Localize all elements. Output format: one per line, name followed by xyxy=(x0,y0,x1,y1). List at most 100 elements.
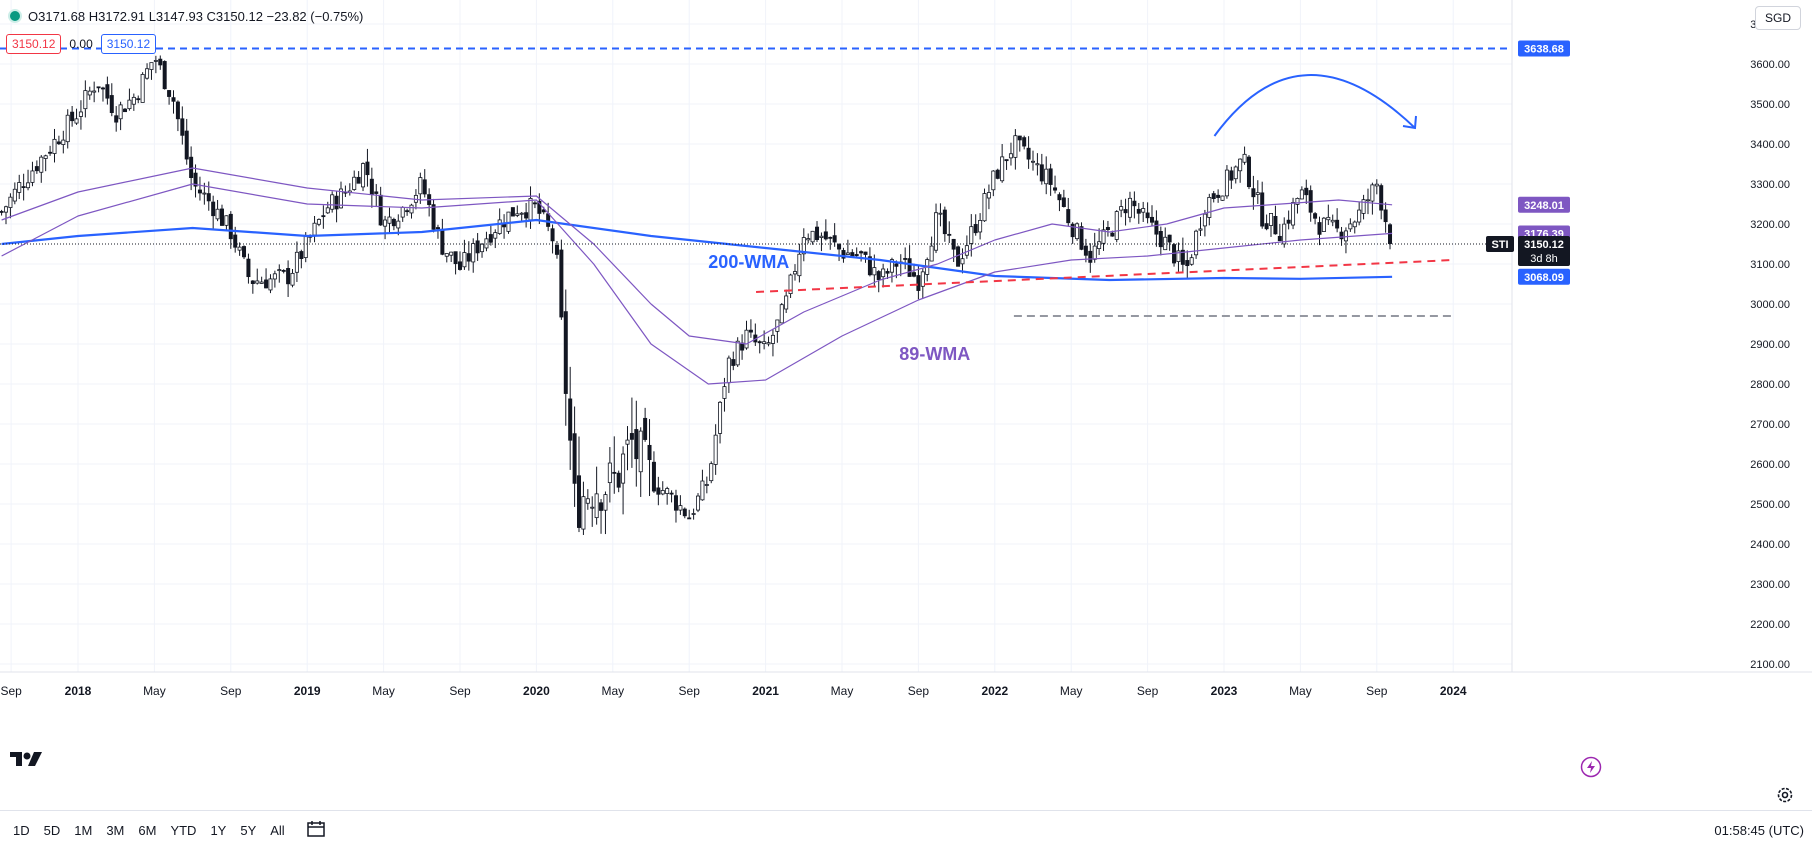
candle-body xyxy=(237,246,242,251)
candle-body xyxy=(973,224,978,234)
range-button-all[interactable]: All xyxy=(270,823,285,838)
candle-body xyxy=(537,200,542,214)
candle-body xyxy=(1317,222,1322,235)
candle-body xyxy=(123,108,128,113)
candle-body xyxy=(982,193,987,222)
candle-body xyxy=(859,251,864,254)
candle-body xyxy=(867,256,872,276)
range-button-1y[interactable]: 1Y xyxy=(210,823,227,838)
candle-body xyxy=(594,493,599,519)
price-axis-label: 3068.09 xyxy=(1518,268,1570,285)
price-label-bg xyxy=(1518,40,1570,57)
candle-body xyxy=(907,258,912,277)
range-button-6m[interactable]: 6M xyxy=(138,823,157,838)
ask-price-chip[interactable]: 3150.12 xyxy=(100,34,157,54)
y-tick-label: 2500.00 xyxy=(1750,499,1790,511)
candle-body xyxy=(39,156,44,173)
candle-body xyxy=(303,236,308,259)
price-label-text: 3638.68 xyxy=(1524,44,1564,56)
candle-body xyxy=(656,487,661,495)
range-button-1d[interactable]: 1D xyxy=(13,823,30,838)
candle-body xyxy=(457,261,462,270)
go-to-date-calendar-icon[interactable] xyxy=(306,820,326,841)
range-button-3m[interactable]: 3M xyxy=(106,823,125,838)
candle-body xyxy=(374,191,379,194)
candle-body xyxy=(1260,192,1265,227)
x-tick-label: Sep xyxy=(449,684,471,698)
candle-body xyxy=(255,280,260,284)
candle-body xyxy=(400,207,405,218)
range-button-ytd[interactable]: YTD xyxy=(170,823,197,838)
x-tick-label: Sep xyxy=(0,684,22,698)
candle-body xyxy=(634,429,639,460)
x-tick-label: May xyxy=(143,684,166,698)
candle-body xyxy=(78,111,83,117)
candle-body xyxy=(1229,170,1234,181)
candle-body xyxy=(744,329,749,349)
candle-body xyxy=(1017,135,1022,141)
candle-body xyxy=(1180,249,1185,265)
y-tick-label: 3100.00 xyxy=(1750,259,1790,271)
x-tick-label: Sep xyxy=(1137,684,1159,698)
candle-body xyxy=(484,238,489,249)
candle-body xyxy=(87,90,92,96)
candle-body xyxy=(1083,245,1088,256)
candle-body xyxy=(1343,230,1348,242)
candle-body xyxy=(43,155,48,159)
candle-body xyxy=(956,246,961,267)
candle-body xyxy=(1220,195,1225,201)
candle-body xyxy=(140,74,145,103)
y-tick-label: 3200.00 xyxy=(1750,219,1790,231)
annotation-89-wma[interactable]: 89-WMA xyxy=(899,344,970,364)
range-button-1m[interactable]: 1M xyxy=(74,823,93,838)
candle-body xyxy=(726,357,731,384)
candle-body xyxy=(1136,208,1141,214)
price-axis-label: 3150.12 3d 8h STI xyxy=(1486,235,1570,266)
annotation-200-wma[interactable]: 200-WMA xyxy=(708,252,789,272)
candle-body xyxy=(1194,230,1199,256)
candle-body xyxy=(158,58,163,66)
support-trendline[interactable] xyxy=(756,259,1454,293)
candle-body xyxy=(757,341,762,344)
89-wma-line[interactable] xyxy=(1,183,1393,385)
candle-body xyxy=(841,250,846,259)
candle-body xyxy=(1326,216,1331,221)
candle-body xyxy=(1110,232,1115,237)
candle-body xyxy=(1158,231,1163,248)
candle-body xyxy=(854,254,859,256)
200-wma-line[interactable] xyxy=(1,218,1393,282)
candle-body xyxy=(1224,169,1229,197)
candle-body xyxy=(453,251,458,265)
lightning-icon[interactable] xyxy=(1580,756,1602,783)
candle-body xyxy=(4,206,9,213)
candle-body xyxy=(568,398,573,441)
candle-body xyxy=(153,60,158,62)
candle-body xyxy=(1335,219,1340,229)
candle-body xyxy=(903,258,908,260)
candle-body xyxy=(894,263,899,267)
x-tick-label: May xyxy=(831,684,854,698)
range-button-5y[interactable]: 5Y xyxy=(240,823,257,838)
candle-body xyxy=(219,208,224,226)
candle-body xyxy=(1348,223,1353,230)
chart-settings-gear-icon[interactable] xyxy=(1776,786,1794,809)
wma-upper-line[interactable] xyxy=(1,167,1393,345)
candle-body xyxy=(735,340,740,366)
y-tick-label: 2400.00 xyxy=(1750,539,1790,551)
bid-price-chip[interactable]: 3150.12 xyxy=(6,34,62,54)
candle-body xyxy=(651,461,656,492)
candle-body xyxy=(1251,188,1256,198)
candle-body xyxy=(550,228,555,242)
range-button-5d[interactable]: 5D xyxy=(43,823,61,838)
candle-body xyxy=(211,201,216,217)
reversal-arrow[interactable] xyxy=(1213,74,1416,137)
reversal-arrow-head xyxy=(1402,115,1417,130)
candle-body xyxy=(264,279,269,289)
candle-body xyxy=(1101,229,1106,244)
utc-clock[interactable]: 01:58:45 (UTC) xyxy=(1714,823,1804,838)
candle-body xyxy=(1379,185,1384,211)
candle-body xyxy=(837,244,842,250)
candle-body xyxy=(792,271,797,275)
currency-selector[interactable]: SGD xyxy=(1755,6,1801,30)
